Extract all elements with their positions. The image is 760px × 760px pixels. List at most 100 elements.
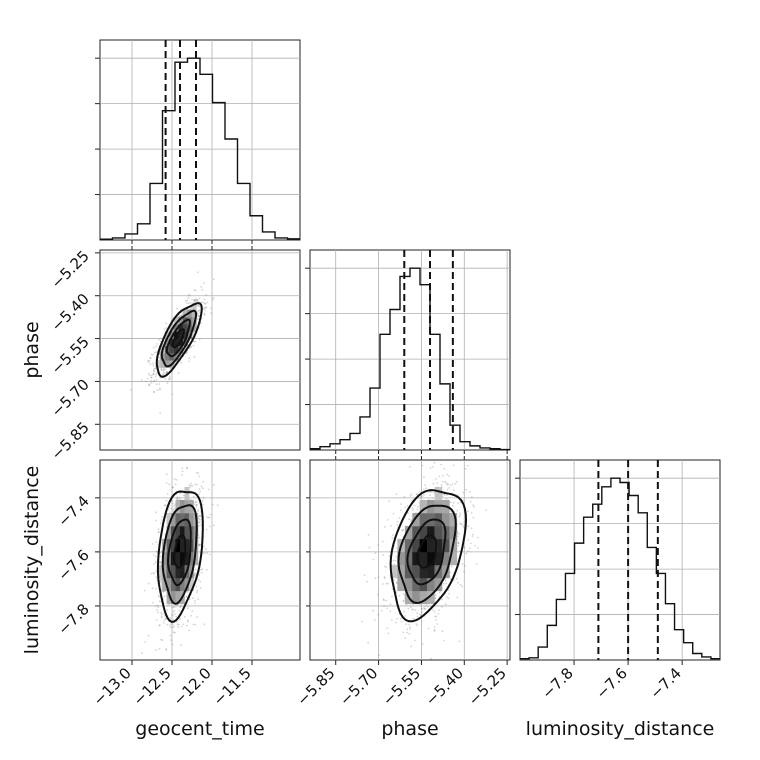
sample-point [467,510,469,513]
sample-point [399,617,402,620]
sample-point [392,579,395,581]
sample-point [374,577,377,580]
sample-point [186,607,189,610]
density-cell [171,513,176,527]
sample-point [188,360,191,363]
sample-point [186,595,188,598]
sample-point [452,504,454,507]
sample-point [187,297,190,299]
sample-point [467,525,470,528]
sample-point [395,581,398,583]
sample-point [434,478,437,480]
sample-point [159,551,162,554]
sample-point [144,641,147,643]
sample-point [415,493,418,496]
sample-point [477,536,479,539]
contour-line [165,318,191,358]
density-cell [175,551,181,566]
sample-point [464,565,466,567]
sample-point [395,556,398,558]
x-tick-label: −7.8 [538,664,576,702]
contour-line [397,504,457,605]
sample-point [196,313,199,315]
sample-point [152,391,155,394]
sample-point [457,535,459,538]
sample-point [180,644,182,647]
sample-point [165,371,168,374]
sample-point [175,615,178,618]
sample-point [412,608,414,611]
sample-point [377,613,380,616]
density-cell [169,338,175,347]
density-cell [427,564,435,579]
sample-point [203,298,206,301]
x-tick-label: −5.85 [293,664,338,709]
sample-point [388,500,390,503]
sample-point [385,599,387,602]
sample-point [436,623,439,625]
x-tick-label: −5.40 [422,664,467,709]
panel-frames [99,39,721,661]
sample-point [427,605,429,608]
sample-point [195,483,198,486]
sample-point [456,531,459,534]
sample-point [168,604,171,606]
sample-point [141,652,144,655]
sample-point [146,377,149,380]
sample-point [383,577,386,579]
sample-point [155,576,158,579]
sample-point [159,387,161,390]
sample-point [176,496,179,499]
sample-point [385,566,388,569]
sample-point [421,464,424,467]
sample-point [160,579,163,581]
sample-point [433,630,436,632]
sample-point [130,389,132,391]
sample-point [190,345,192,348]
sample-point [194,300,197,302]
sample-point [402,631,405,634]
sample-point [208,516,211,519]
sample-point [457,542,460,544]
sample-point [203,306,206,309]
sample-point [165,327,168,329]
sample-point [400,620,403,623]
density-cell [182,309,188,318]
sample-point [186,624,188,627]
sample-point [408,626,411,629]
sample-point [446,596,448,598]
sample-point [153,563,156,565]
sample-point [172,606,175,608]
sample-point [198,338,201,341]
sample-point [412,509,414,512]
sample-point [395,493,398,496]
sample-point [172,606,175,609]
sample-point [471,535,474,538]
sample-point [171,613,174,616]
x-tick-label: −5.55 [379,664,424,709]
sample-point [188,293,191,296]
x-tick-label: −5.70 [336,664,381,709]
sample-point [212,483,215,486]
sample-point [457,544,459,547]
sample-point [147,582,150,585]
sample-point [148,374,151,377]
y-axis-label-luminosity_distance: luminosity_distance [21,466,43,655]
sample-point [192,344,195,347]
sample-point [456,596,459,599]
sample-point [199,515,202,517]
sample-point [485,509,488,511]
density-cell [184,577,190,592]
sample-point [374,552,377,555]
sample-point [381,609,383,612]
sample-point [158,624,161,627]
sample-point [198,475,201,478]
sample-point [153,367,156,370]
sample-point [161,616,164,619]
sample-point [423,608,426,610]
density-cell [171,564,176,579]
panel-frame-luminosity_distance [519,459,721,661]
sample-point [195,298,198,301]
sample-point [438,609,441,612]
density-cell [189,513,194,527]
